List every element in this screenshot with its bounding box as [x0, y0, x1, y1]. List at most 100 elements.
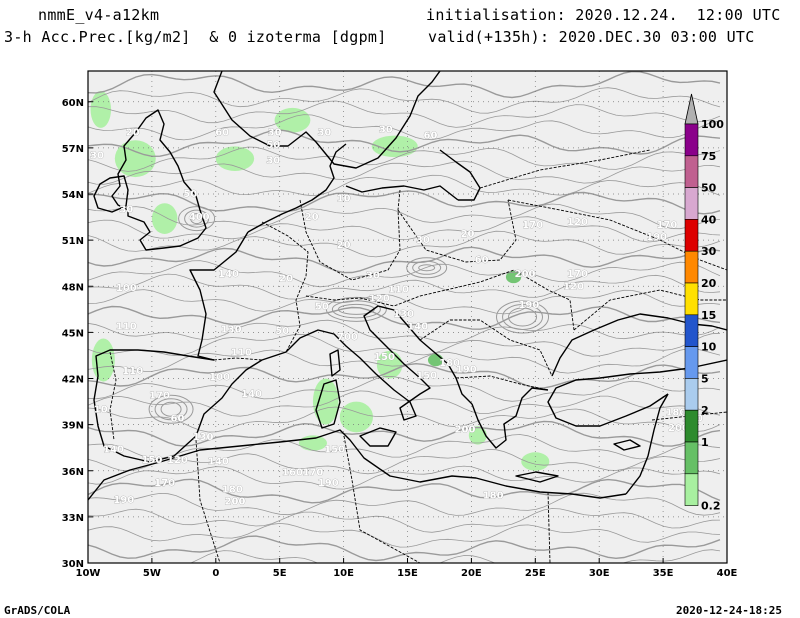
isotherm-label: 30: [266, 155, 280, 166]
isotherm-line: [88, 332, 721, 357]
tick-label-lon: 15E: [397, 568, 418, 579]
isotherm-label: 160: [282, 467, 303, 478]
isotherm-ring: [496, 300, 550, 334]
isotherm-label: 190: [646, 232, 667, 243]
isotherm-ring: [325, 296, 387, 322]
precip-area: [215, 146, 255, 171]
border-tunisia-libya: [343, 435, 421, 563]
isotherm-label: 200: [455, 424, 476, 435]
isotherm-label: 190: [113, 495, 134, 506]
coast-france-atlantic: [189, 231, 249, 361]
isotherm-label: 20: [305, 212, 319, 223]
coast-sardinia: [315, 379, 341, 429]
isotherm-label: 60: [424, 131, 438, 142]
precip-area: [468, 426, 487, 445]
isotherm-label: 120: [563, 281, 584, 292]
coast-iberia: [93, 349, 287, 463]
coast-scandinavia: [213, 71, 441, 169]
isotherm-label: 150: [324, 444, 345, 455]
isotherm-label: 130: [221, 324, 242, 335]
border-poland: [397, 199, 517, 263]
model-name: nmmE_v4-a12km: [38, 6, 160, 24]
border-france-east: [261, 221, 309, 353]
isotherm-line: [88, 465, 721, 490]
isotherm-label: 170: [154, 478, 175, 489]
border-belarus-north: [479, 149, 651, 189]
colorbar-label: 50: [701, 182, 717, 195]
tick-label-lon: 5W: [143, 568, 161, 579]
coast-british-isles: [111, 109, 207, 251]
colorbar-segment: [684, 155, 699, 188]
isotherm-label: 30: [119, 204, 133, 215]
isotherm-label: 150: [416, 371, 437, 382]
isotherm-line: [88, 508, 721, 533]
isotherm-label: 130: [193, 432, 214, 443]
tick-label-lat: 48N: [62, 282, 84, 293]
coast-italy: [285, 305, 431, 421]
isotherm-label: 30: [379, 125, 393, 136]
colorbar-segment: [684, 314, 699, 347]
isotherm-line: [88, 273, 721, 300]
border-germany: [299, 189, 401, 281]
isotherm-line: [88, 522, 721, 548]
tick-label-lat: 33N: [62, 513, 84, 524]
isotherm-label: 170: [656, 220, 677, 231]
coast-greece: [471, 387, 549, 449]
colorbar-segment: [684, 123, 699, 157]
isotherm-label: 180: [222, 484, 243, 495]
isotherm-line: [88, 129, 721, 158]
coast-baltic-south: [345, 185, 459, 201]
precip-area: [91, 338, 115, 382]
tick-label-lat: 51N: [62, 236, 84, 247]
coast-north-africa: [88, 429, 627, 501]
isotherm-label: 140: [208, 457, 229, 468]
tick-label-lat: 60N: [62, 98, 84, 109]
isotherm-line: [88, 492, 721, 516]
colorbar-label: 1: [701, 436, 709, 449]
precipitation-layer: [90, 90, 550, 471]
isotherm-label: 100: [116, 283, 137, 294]
isotherm-ring: [412, 260, 442, 275]
tick-label-lat: 39N: [62, 421, 84, 432]
tick-label-lon: 40E: [717, 568, 738, 579]
coast-baltic-east: [439, 149, 481, 201]
isotherm-ring: [418, 264, 436, 272]
precip-area: [339, 401, 373, 433]
isotherm-label: 60: [170, 414, 184, 425]
precip-area: [151, 203, 178, 234]
isotherm-label: 110: [116, 321, 137, 332]
isotherm-label: 200: [225, 497, 246, 508]
isotherm-label: 60: [475, 255, 489, 266]
colorbar-label: 75: [701, 150, 716, 163]
isotherm-label: 190: [456, 364, 477, 375]
tick-label-lat: 36N: [62, 467, 84, 478]
coast-ireland: [93, 175, 129, 213]
colorbar-segment: [684, 187, 699, 220]
colorbar-segment: [684, 378, 699, 411]
isotherm-line: [88, 190, 721, 215]
isotherm-ring: [331, 300, 381, 319]
isotherm-label: 150: [374, 352, 395, 363]
colorbar-segment: [684, 219, 699, 252]
tick-label-lat: 57N: [62, 144, 84, 155]
isotherm-label: 10: [94, 404, 108, 415]
isotherm-label: 180: [483, 490, 504, 501]
isotherm-label: 30: [416, 235, 430, 246]
tick-label-lat: 54N: [62, 190, 84, 201]
isotherm-ring: [184, 209, 210, 228]
coast-anatolia: [547, 359, 727, 427]
coast-crete: [515, 471, 559, 483]
border-france-spain: [213, 357, 263, 361]
isotherm-ring: [154, 398, 188, 421]
tick-label-lat: 42N: [62, 375, 84, 386]
isotherm-line: [88, 71, 721, 99]
isotherm-line: [88, 203, 721, 230]
colorbar-label: 0.2: [701, 500, 721, 513]
tick-label-lon: 30E: [589, 568, 610, 579]
creation-timestamp: 2020-12-24-18:25: [676, 604, 782, 617]
isotherm-label: 140: [218, 269, 239, 280]
isotherm-label: 120: [567, 217, 588, 228]
border-carpathians: [445, 269, 575, 331]
isotherm-label: 130: [393, 309, 414, 320]
